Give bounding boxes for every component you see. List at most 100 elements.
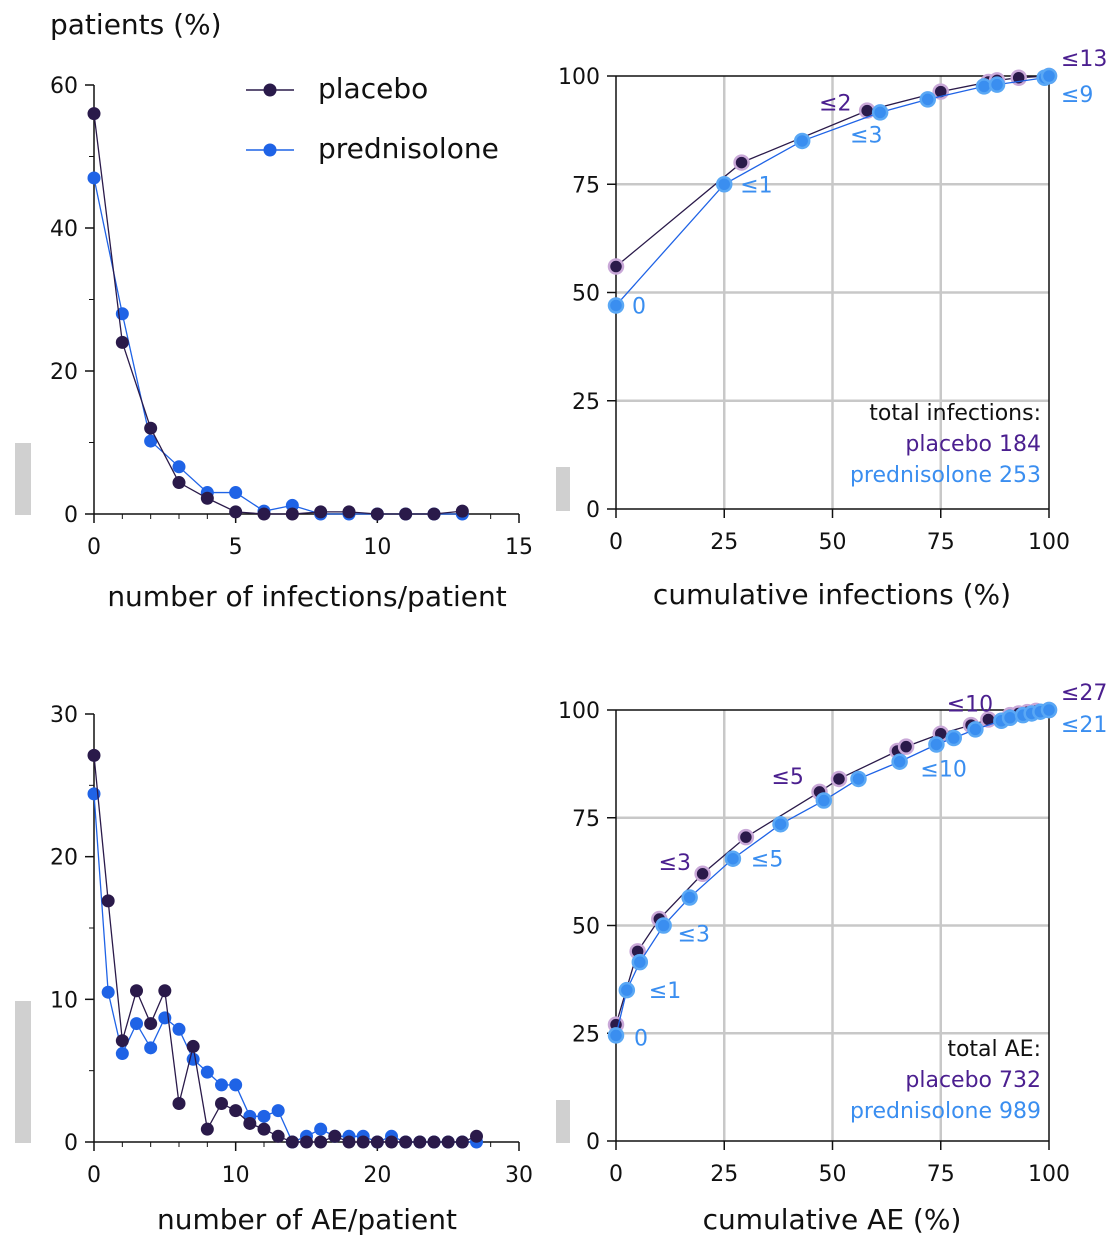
prednisolone-data-point	[793, 132, 811, 150]
prednisolone-data-point	[1001, 709, 1019, 727]
x-axis-title: cumulative AE (%)	[703, 1203, 962, 1236]
placebo-data-point	[441, 1135, 455, 1149]
placebo-data-point	[342, 505, 356, 519]
totals-title: total AE:	[947, 1037, 1041, 1062]
legend-placebo-label: placebo	[318, 72, 428, 105]
prednisolone-data-point	[850, 770, 867, 788]
placebo-annotation: ≤10	[947, 693, 993, 718]
prednisolone-data-point	[716, 176, 733, 193]
prednisolone-data-point	[87, 171, 101, 185]
placebo-data-point	[186, 1039, 200, 1053]
placebo-data-point	[144, 421, 158, 435]
prednisolone-annotation: ≤10	[920, 757, 966, 782]
prednisolone-data-point	[724, 850, 742, 867]
x-axis-title: cumulative infections (%)	[653, 578, 1011, 611]
y-tick-label: 100	[558, 65, 600, 90]
y-tick-label: 20	[50, 846, 78, 871]
x-tick-label: 5	[229, 535, 243, 560]
placebo-data-point	[257, 507, 271, 521]
placebo-data-point	[342, 1135, 356, 1149]
placebo-data-point	[172, 476, 186, 490]
placebo-data-point	[144, 1017, 158, 1031]
placebo-data-point	[229, 505, 243, 519]
x-tick-label: 10	[222, 1163, 250, 1188]
prednisolone-data-point	[945, 729, 962, 747]
placebo-data-point	[130, 984, 143, 998]
prednisolone-data-point	[988, 76, 1006, 93]
x-tick-label: 50	[819, 530, 847, 555]
placebo-data-point	[737, 828, 755, 846]
x-tick-label: 20	[363, 1163, 391, 1188]
prednisolone-data-point	[772, 815, 789, 833]
y-tick-label: 50	[572, 282, 600, 307]
y-tick-label: 75	[572, 173, 600, 198]
placebo-data-point	[455, 504, 469, 518]
placebo-data-point	[427, 1135, 441, 1149]
legend-prednisolone-marker	[263, 143, 277, 157]
prednisolone-data-point	[229, 1078, 243, 1092]
prednisolone-annotation: ≤1	[740, 173, 772, 198]
placebo-data-point	[172, 1096, 186, 1110]
prednisolone-data-point	[172, 1022, 186, 1036]
placebo-data-point	[370, 507, 384, 521]
x-tick-label: 30	[505, 1163, 533, 1188]
prednisolone-data-point	[967, 721, 984, 738]
placebo-data-point	[413, 1135, 427, 1149]
prednisolone-data-point	[815, 792, 833, 809]
prednisolone-data-point	[271, 1104, 285, 1118]
prednisolone-annotation: 0	[634, 1026, 648, 1051]
prednisolone-data-point	[229, 486, 243, 500]
prednisolone-data-point	[919, 91, 937, 108]
prednisolone-annotation: ≤9	[1061, 83, 1093, 108]
placebo-annotation: ≤2	[819, 92, 851, 117]
placebo-data-point	[115, 1034, 129, 1048]
placebo-data-point	[399, 507, 413, 521]
legend: placebo prednisolone	[246, 72, 499, 165]
ae-distribution-chart: 0 10 20 30 0 10 20 30 number of AE/patient	[15, 703, 533, 1236]
placebo-data-point	[285, 507, 299, 521]
figure-y-title: patients (%)	[50, 8, 222, 41]
placebo-data-point	[229, 1104, 243, 1118]
totals-placebo: placebo 732	[905, 1068, 1041, 1093]
placebo-data-point	[470, 1129, 483, 1143]
y-tick-label: 25	[572, 390, 600, 415]
x-tick-label: 25	[710, 530, 738, 555]
placebo-data-point	[370, 1135, 384, 1149]
placebo-data-point	[300, 1135, 313, 1149]
prednisolone-data-point	[631, 953, 649, 971]
placebo-data-point	[200, 1122, 214, 1136]
prednisolone-data-point	[101, 985, 115, 999]
x-tick-label: 0	[609, 530, 623, 555]
placebo-data-point	[257, 1122, 271, 1136]
x-tick-label: 100	[1028, 1162, 1070, 1187]
placebo-data-point	[314, 505, 328, 519]
totals-prednisolone: prednisolone 253	[850, 463, 1041, 488]
axis-break-marker	[15, 443, 31, 515]
prednisolone-data-point	[655, 917, 672, 934]
prednisolone-data-point	[928, 736, 945, 753]
y-tick-label: 50	[572, 915, 600, 940]
x-tick-label: 10	[363, 535, 391, 560]
x-tick-label: 75	[927, 1162, 955, 1187]
placebo-data-point	[830, 770, 848, 788]
prednisolone-data-point	[607, 1027, 625, 1044]
y-tick-label: 20	[50, 360, 78, 385]
y-tick-label: 40	[50, 217, 78, 242]
x-tick-label: 75	[927, 530, 955, 555]
x-tick-label: 100	[1028, 530, 1070, 555]
placebo-data-point	[158, 984, 172, 998]
prednisolone-data-point	[607, 297, 625, 314]
prednisolone-series-line	[93, 177, 463, 515]
y-tick-label: 0	[586, 1130, 600, 1155]
placebo-data-point	[455, 1135, 469, 1149]
placebo-annotation: ≤3	[659, 851, 691, 876]
placebo-data-point	[271, 1129, 285, 1143]
placebo-data-point	[101, 894, 115, 908]
infections-distribution-chart: 0 5 10 15 0 20 40 60 number of infections/patien…	[15, 74, 533, 613]
x-tick-label: 0	[87, 1163, 101, 1188]
axis-break-marker	[556, 467, 570, 511]
x-tick-label: 25	[710, 1162, 738, 1187]
placebo-series-line	[93, 113, 463, 515]
totals-title: total infections:	[869, 401, 1041, 426]
